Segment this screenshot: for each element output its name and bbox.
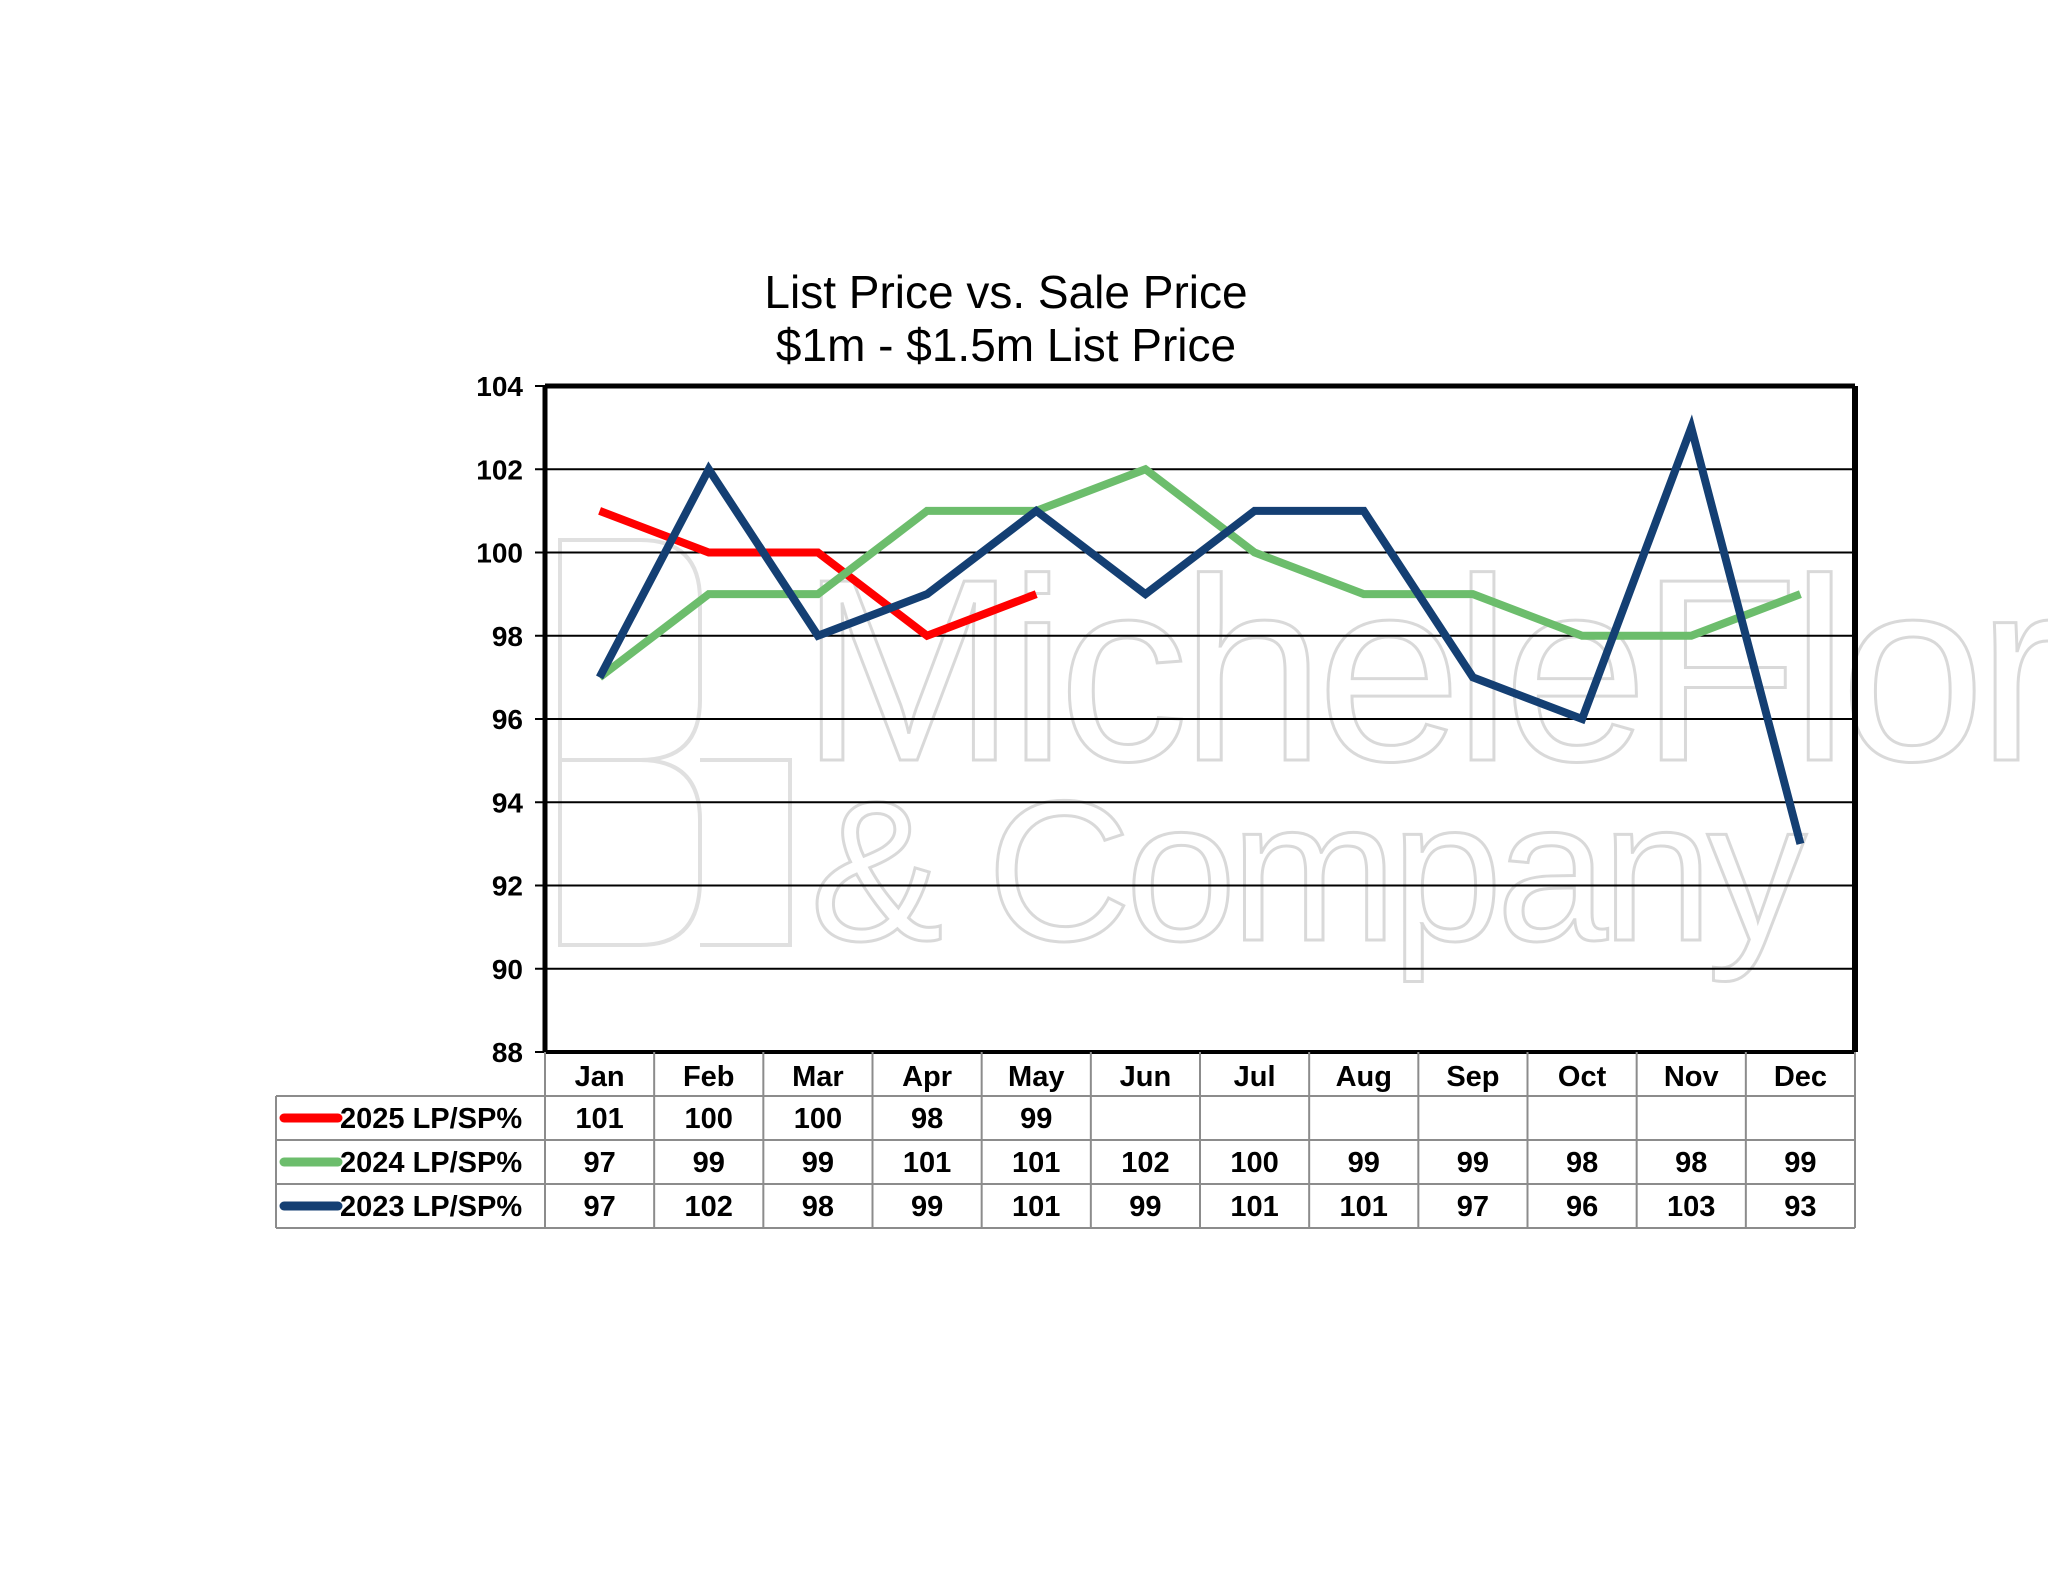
y-tick-label: 100	[476, 538, 523, 569]
legend-label-1: 2024 LP/SP%	[340, 1147, 522, 1179]
data-label-1: 99	[802, 1147, 834, 1179]
data-label-2: 96	[1566, 1191, 1598, 1223]
data-label-2: 101	[1012, 1191, 1060, 1223]
data-label-2: 93	[1784, 1191, 1816, 1223]
data-table: Jan Feb Mar Apr May Jun Jul Aug Sep Oct Nov Dec 2025…	[275, 1052, 1856, 1229]
y-tick-label: 104	[476, 371, 523, 402]
x-category-label: Jun	[1120, 1061, 1172, 1093]
chart-title-line-2: $1m - $1.5m List Price	[775, 319, 1237, 371]
data-label-1: 99	[1348, 1147, 1380, 1179]
data-label-2: 103	[1667, 1191, 1715, 1223]
data-label-1: 102	[1121, 1147, 1169, 1179]
x-category-label: Sep	[1446, 1061, 1499, 1093]
x-category-label: Oct	[1558, 1061, 1607, 1093]
data-label-1: 101	[903, 1147, 951, 1179]
series-lines	[596, 414, 1805, 845]
chart-title-line-1: List Price vs. Sale Price	[764, 266, 1248, 318]
y-tick-label: 88	[492, 1037, 523, 1068]
data-label-2: 99	[1129, 1191, 1161, 1223]
data-label-2: 101	[1340, 1191, 1388, 1223]
y-tick-label: 92	[492, 871, 523, 902]
company-watermark: MicheleFlory & Company	[558, 525, 2048, 985]
series-line-1	[597, 464, 1802, 681]
series-line-2	[596, 414, 1805, 845]
data-label-2: 101	[1230, 1191, 1278, 1223]
y-tick-label: 96	[492, 704, 523, 735]
data-label-2: 98	[802, 1191, 834, 1223]
data-label-2: 97	[1457, 1191, 1489, 1223]
data-label-0: 98	[911, 1103, 943, 1135]
data-label-2: 97	[583, 1191, 615, 1223]
y-tick-label: 94	[492, 787, 524, 818]
x-category-label: Jan	[575, 1061, 625, 1093]
data-label-0: 100	[685, 1103, 733, 1135]
data-label-0: 99	[1020, 1103, 1052, 1135]
x-category-label: Feb	[683, 1061, 735, 1093]
y-tick-label: 98	[492, 621, 523, 652]
y-tick-label: 102	[476, 454, 523, 485]
data-label-2: 99	[911, 1191, 943, 1223]
x-category-label: Mar	[792, 1061, 844, 1093]
watermark-logo-mark	[558, 538, 792, 947]
data-label-0: 101	[575, 1103, 623, 1135]
watermark-line-2: & Company	[810, 760, 1807, 983]
data-label-1: 99	[693, 1147, 725, 1179]
data-label-1: 98	[1566, 1147, 1598, 1179]
x-category-label: Dec	[1774, 1061, 1827, 1093]
data-label-1: 98	[1675, 1147, 1707, 1179]
legend-label-0: 2025 LP/SP%	[340, 1103, 522, 1135]
legend-label-2: 2023 LP/SP%	[340, 1191, 522, 1223]
watermark-line-1: MicheleFlory	[800, 526, 2048, 817]
x-category-label: Jul	[1234, 1061, 1276, 1093]
x-category-label: Aug	[1336, 1061, 1392, 1093]
data-label-1: 99	[1784, 1147, 1816, 1179]
data-label-1: 100	[1230, 1147, 1278, 1179]
data-label-1: 101	[1012, 1147, 1060, 1179]
x-category-label: May	[1008, 1061, 1064, 1093]
y-tick-label: 90	[492, 954, 523, 985]
data-label-1: 99	[1457, 1147, 1489, 1179]
data-label-2: 102	[685, 1191, 733, 1223]
data-label-1: 97	[583, 1147, 615, 1179]
data-label-0: 100	[794, 1103, 842, 1135]
x-category-label: Nov	[1664, 1061, 1719, 1093]
x-category-label: Apr	[902, 1061, 952, 1093]
